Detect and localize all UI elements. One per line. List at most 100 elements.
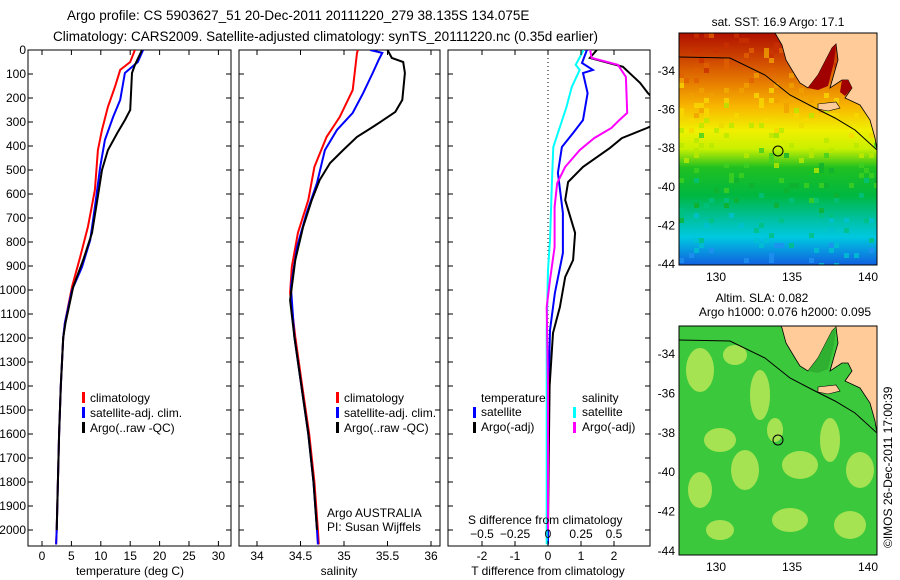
sst-pixel bbox=[689, 128, 694, 133]
sst-pixel bbox=[774, 133, 779, 138]
y-tick-label: 300 bbox=[6, 115, 26, 129]
sst-pixel bbox=[799, 123, 804, 128]
legend-label: satellite-adj. clim. bbox=[90, 406, 182, 420]
y-tick-label: 800 bbox=[6, 235, 26, 249]
sst-pixel bbox=[689, 118, 694, 123]
shelf-contour bbox=[679, 339, 877, 434]
sst-pixel bbox=[734, 33, 739, 38]
difference-legend: temperature salinity satellite Argo(-adj… bbox=[468, 391, 635, 527]
sst-pixel bbox=[824, 183, 829, 188]
sst-pixel bbox=[854, 253, 859, 258]
sst-pixel bbox=[859, 173, 864, 178]
sst-pixel bbox=[834, 193, 839, 198]
sst-pixel bbox=[709, 33, 714, 38]
sst-pixel bbox=[754, 73, 759, 78]
map-y-tick-label: -42 bbox=[658, 218, 676, 232]
sst-pixel bbox=[769, 68, 774, 73]
sst-pixel bbox=[724, 98, 729, 103]
sla-anomaly-blob bbox=[820, 418, 840, 462]
sst-pixel bbox=[739, 223, 744, 228]
sst-pixel bbox=[694, 138, 699, 143]
sst-pixel bbox=[694, 48, 699, 53]
sla-anomaly-blob bbox=[834, 511, 866, 539]
sst-pixel bbox=[774, 43, 779, 48]
sla-map-subtitle: Argo h1000: 0.076 h2000: 0.095 bbox=[699, 305, 871, 319]
sst-pixel bbox=[744, 153, 749, 158]
sst-pixel bbox=[809, 198, 814, 203]
sst-pixel bbox=[809, 148, 814, 153]
x-tick-label: -1 bbox=[510, 549, 521, 563]
sla-anomaly-blob bbox=[704, 428, 736, 452]
sst-pixel bbox=[679, 73, 684, 78]
sst-pixel bbox=[769, 253, 774, 258]
y-tick-label: 1600 bbox=[0, 427, 26, 441]
kangaroo-island bbox=[817, 384, 841, 395]
sst-pixel bbox=[679, 178, 684, 183]
y-tick-label: 500 bbox=[6, 163, 26, 177]
salinity-panel bbox=[238, 49, 441, 547]
sst-pixel bbox=[809, 233, 814, 238]
map-y-tick-label: -40 bbox=[658, 180, 676, 194]
temperature-legend: climatology satellite-adj. clim. Argo(..… bbox=[82, 391, 182, 435]
profile-title: Argo profile: CS 5903627_51 20-Dec-2011 … bbox=[67, 8, 529, 23]
sst-pixel bbox=[809, 258, 814, 263]
sst-pixel bbox=[864, 168, 869, 173]
sst-pixel bbox=[784, 153, 789, 158]
imos-credit: ©IMOS 26-Dec-2011 17:00:39 bbox=[881, 386, 895, 548]
sst-pixel bbox=[769, 98, 774, 103]
sst-pixel bbox=[764, 238, 769, 243]
sst-map-frame bbox=[678, 32, 878, 266]
sla-anomaly-blob bbox=[772, 508, 808, 532]
sst-pixel bbox=[769, 133, 774, 138]
sst-map-title: sat. SST: 16.9 Argo: 17.1 bbox=[712, 15, 845, 29]
sst-pixel bbox=[704, 98, 709, 103]
legend-title-salinity: salinity bbox=[582, 391, 619, 405]
sst-pixel bbox=[829, 113, 834, 118]
legend-label: Argo(-adj) bbox=[481, 420, 534, 434]
sst-pixel bbox=[819, 163, 824, 168]
x-tick-label: 35.5 bbox=[376, 549, 400, 563]
temperature-series bbox=[55, 50, 145, 545]
sst-pixel bbox=[724, 88, 729, 93]
y-tick-label: 100 bbox=[6, 67, 26, 81]
sst-pixel bbox=[739, 88, 744, 93]
sst-pixel bbox=[704, 33, 709, 38]
map-x-tick-label: 135 bbox=[782, 560, 802, 574]
legend-swatch-argo bbox=[82, 422, 85, 433]
sst-pixel bbox=[789, 83, 794, 88]
legend-label: Argo(..raw -QC) bbox=[344, 421, 429, 435]
sst-pixel bbox=[789, 143, 794, 148]
sst-pixel bbox=[829, 248, 834, 253]
sst-pixel bbox=[819, 208, 824, 213]
sst-pixel bbox=[744, 258, 749, 263]
sst-pixel bbox=[844, 218, 849, 223]
sst-pixel bbox=[679, 128, 684, 133]
sst-pixel bbox=[759, 123, 764, 128]
spencer-gulf bbox=[808, 44, 836, 90]
sst-pixel bbox=[704, 113, 709, 118]
sst-pixel bbox=[809, 153, 814, 158]
sst-pixel bbox=[789, 198, 794, 203]
sst-pixel bbox=[744, 53, 749, 58]
legend-label: satellite-adj. clim. bbox=[344, 406, 436, 420]
sst-pixel bbox=[834, 113, 839, 118]
sst-pixel bbox=[809, 113, 814, 118]
x-tick-label: 2 bbox=[611, 549, 618, 563]
sst-pixel bbox=[829, 243, 834, 248]
map-y-tick-label: -42 bbox=[658, 505, 676, 519]
sst-pixel bbox=[779, 243, 784, 248]
climatology-title: Climatology: CARS2009. Satellite-adjuste… bbox=[53, 29, 598, 44]
sst-pixel bbox=[694, 103, 699, 108]
sst-pixel bbox=[694, 248, 699, 253]
spencer-gulf bbox=[808, 327, 836, 373]
sst-pixel bbox=[729, 213, 734, 218]
legend-label: satellite bbox=[481, 405, 522, 419]
series-line-salinity-argo-adj- bbox=[545, 50, 629, 530]
sst-pixel bbox=[774, 83, 779, 88]
s-tick-label: −0.5 bbox=[470, 527, 494, 541]
sst-pixel bbox=[849, 133, 854, 138]
argo-position-marker bbox=[772, 434, 784, 446]
sst-pixel bbox=[694, 78, 699, 83]
y-tick-label: 1400 bbox=[0, 379, 26, 393]
